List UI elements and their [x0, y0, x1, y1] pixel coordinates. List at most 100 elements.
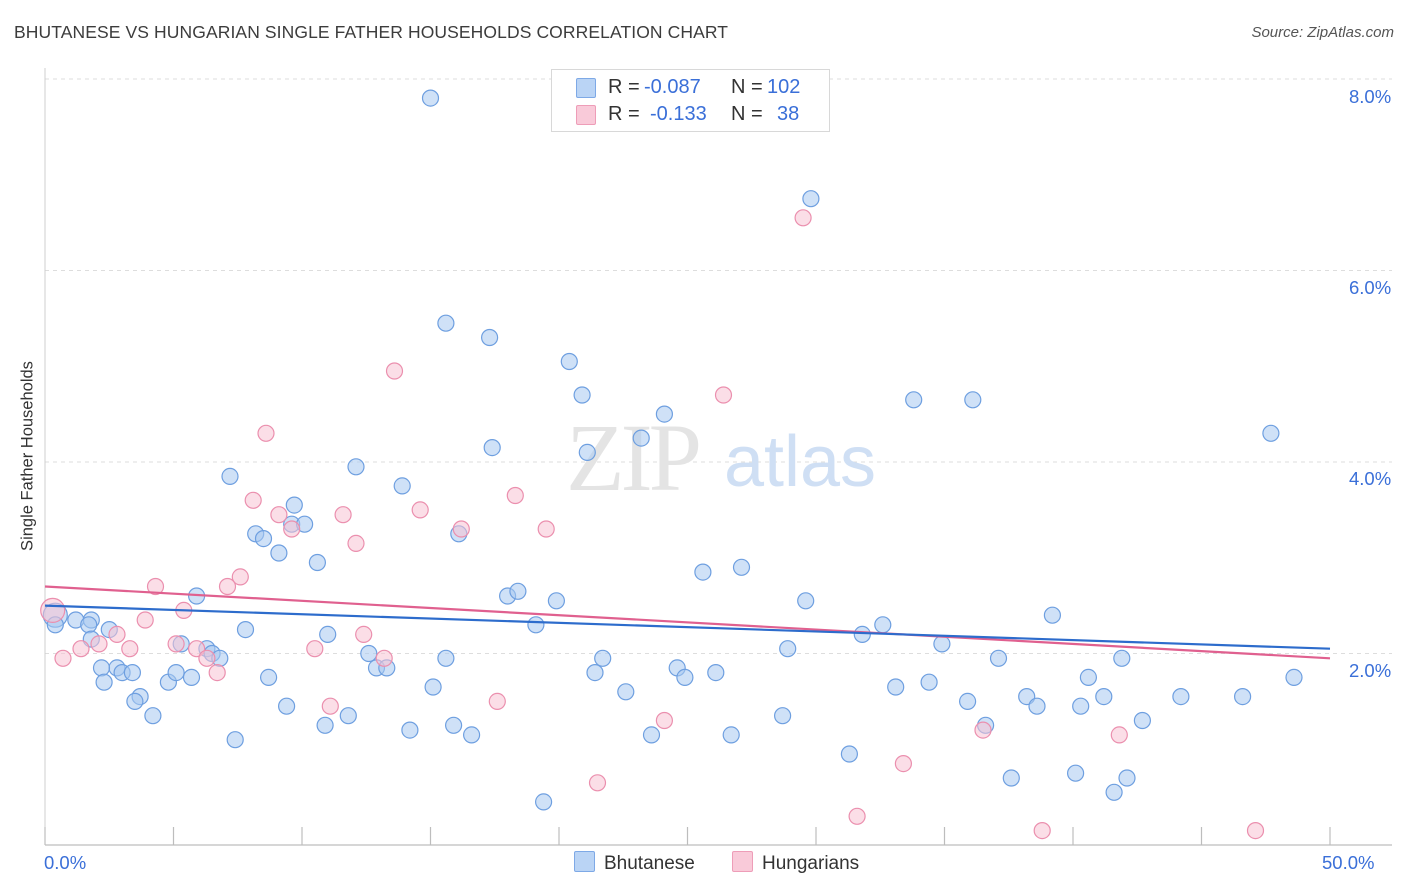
data-point: [198, 649, 216, 667]
data-point: [537, 520, 555, 538]
data-point: [578, 443, 596, 461]
data-point: [360, 644, 378, 663]
data-point: [123, 663, 141, 682]
data-point: [54, 649, 72, 667]
data-point: [393, 477, 411, 495]
x-tick-min: 0.0%: [44, 852, 87, 873]
data-point: [437, 649, 455, 667]
data-point: [527, 616, 545, 634]
axes: [44, 68, 1392, 846]
data-point: [144, 707, 162, 725]
data-point: [1066, 764, 1085, 782]
series-hungarians: [40, 209, 1265, 840]
data-point: [40, 597, 66, 624]
data-point: [632, 429, 650, 447]
data-point: [722, 726, 740, 744]
data-point: [126, 692, 144, 711]
data-point: [1043, 606, 1062, 624]
bottom-legend-label-bhutanese: Bhutanese: [604, 853, 695, 874]
watermark-atlas: atlas: [724, 422, 876, 502]
data-point: [560, 352, 578, 371]
data-point: [463, 726, 481, 744]
data-point: [488, 692, 506, 711]
bottom-legend-swatch-pink: [732, 851, 753, 872]
bottom-legend-swatch-blue: [574, 851, 595, 872]
legend-r-value: -0.133: [650, 103, 707, 125]
data-point: [136, 611, 154, 629]
data-point: [221, 467, 239, 485]
data-point: [167, 635, 185, 653]
data-point: [964, 391, 982, 409]
data-point: [167, 663, 185, 682]
y-tick-2: 2.0%: [1349, 660, 1392, 681]
data-point: [236, 620, 255, 639]
data-point: [445, 716, 463, 734]
data-point: [642, 726, 661, 744]
source-credit: Source: ZipAtlas.com: [1251, 24, 1394, 41]
data-point: [1133, 711, 1152, 730]
data-point: [334, 506, 352, 524]
data-point: [840, 745, 859, 763]
trend-lines: [44, 585, 1331, 660]
data-point: [270, 506, 288, 524]
data-point: [218, 577, 237, 596]
data-point: [437, 314, 455, 332]
y-tick-4: 4.0%: [1349, 468, 1392, 489]
legend-swatch-pink: [576, 105, 596, 125]
data-point: [72, 640, 90, 658]
legend-n-value: 102: [767, 76, 801, 98]
data-point: [655, 711, 674, 730]
data-point: [1002, 769, 1020, 787]
data-point: [509, 582, 527, 600]
data-point: [933, 635, 951, 653]
data-point: [534, 793, 553, 811]
data-point: [802, 190, 820, 208]
data-point: [347, 534, 365, 553]
data-point: [452, 520, 470, 538]
data-point: [231, 568, 249, 586]
data-point: [920, 673, 938, 691]
data-point: [1285, 668, 1303, 687]
data-point: [1233, 687, 1252, 706]
data-point: [887, 678, 905, 696]
legend-r-value: -0.087: [644, 76, 701, 98]
data-point: [347, 458, 365, 476]
data-point: [1095, 687, 1113, 706]
data-point: [617, 683, 635, 701]
data-point: [385, 362, 404, 380]
data-point: [797, 592, 815, 610]
data-point: [244, 491, 262, 509]
data-point: [339, 707, 357, 725]
data-point: [655, 405, 674, 423]
watermark: ZIP atlas: [566, 404, 876, 511]
data-point: [481, 328, 499, 347]
data-point: [1262, 424, 1280, 442]
data-point: [270, 544, 288, 562]
data-point: [588, 774, 607, 792]
data-point: [1110, 726, 1128, 744]
data-point: [794, 209, 812, 227]
data-point: [260, 668, 278, 687]
data-point: [254, 529, 273, 548]
data-point: [226, 731, 244, 749]
data-point: [483, 439, 501, 457]
correlation-legend: R = -0.087 N = 102 R = -0.133 N = 38: [551, 69, 830, 132]
data-point: [321, 697, 339, 715]
data-point: [676, 668, 694, 687]
series-bhutanese: [42, 89, 1303, 811]
data-point: [848, 807, 866, 825]
trend-line-hungarians: [44, 585, 1331, 660]
data-point: [308, 553, 326, 572]
data-point: [732, 558, 751, 576]
data-point: [905, 391, 923, 409]
data-point: [974, 721, 992, 739]
data-point: [424, 678, 442, 696]
y-tick-6: 6.0%: [1349, 277, 1392, 298]
data-point: [874, 616, 892, 634]
data-point: [1246, 821, 1265, 840]
data-point: [108, 625, 126, 644]
data-point: [586, 663, 604, 682]
data-point: [121, 640, 139, 658]
data-point: [779, 640, 797, 658]
